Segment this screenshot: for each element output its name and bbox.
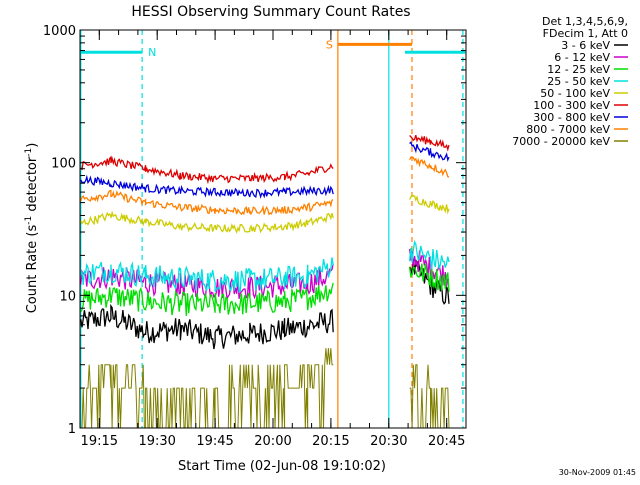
axes: 1 10 100 1000 19:15 19:30 19:45 20:00 20:15 20:30… [43,24,467,449]
legend-entry-4: 50 - 100 keV [540,87,610,100]
y-axis-label-end: ) [25,143,40,148]
x-tick-label: 20:00 [254,434,291,449]
y-axis-label-sup2: -1 [24,148,34,157]
x-tick-label: 19:15 [81,434,118,449]
series-line-5 [80,135,450,185]
marker-label-n: N [148,46,156,59]
legend-entry-0: 3 - 6 keV [561,39,610,52]
y-tick-label: 1 [68,422,76,437]
y-axis-label-mid: detector [25,156,40,216]
series-group [80,135,450,428]
legend: Det 1,3,4,5,6,9,FDecim 1, Att 03 - 6 keV… [512,15,628,148]
y-tick-label: 10 [59,289,76,304]
legend-entry-1: 6 - 12 keV [554,51,610,64]
legend-entry-5: 100 - 300 keV [533,99,610,112]
plot-frame [79,29,467,429]
x-tick-label: 20:30 [370,434,407,449]
y-tick-label: 1000 [43,24,76,39]
series-line-6 [80,141,450,199]
series-line-3 [80,240,450,293]
plot-area: NS [80,30,466,428]
y-axis-label-sup1: -1 [24,216,34,225]
series-line-2 [80,263,450,316]
y-axis-label: Count Rate (s-1 detector-1) [24,143,40,314]
x-tick-label: 19:30 [138,434,175,449]
series-line-4 [80,193,450,234]
legend-entry-6: 300 - 800 keV [533,111,610,124]
legend-entry-8: 7000 - 20000 keV [512,135,610,148]
legend-entry-7: 800 - 7000 keV [526,123,610,136]
legend-header-1: FDecim 1, Att 0 [543,27,628,40]
generation-timestamp: 30-Nov-2009 01:45 [559,468,636,477]
x-tick-label: 19:45 [196,434,233,449]
x-tick-label: 20:15 [312,434,349,449]
legend-header-0: Det 1,3,4,5,6,9, [542,15,628,28]
y-tick-label: 100 [51,157,76,172]
x-tick-label: 20:45 [428,434,465,449]
legend-entry-3: 25 - 50 keV [547,75,610,88]
y-axis-label-main: Count Rate (s [25,225,40,314]
series-line-7 [80,156,450,216]
series-line-8 [80,348,450,428]
marker-label-s: S [326,38,333,51]
legend-entry-2: 12 - 25 keV [547,63,610,76]
x-axis-label: Start Time (02-Jun-08 19:10:02) [178,459,386,474]
chart-title: HESSI Observing Summary Count Rates [131,4,410,20]
